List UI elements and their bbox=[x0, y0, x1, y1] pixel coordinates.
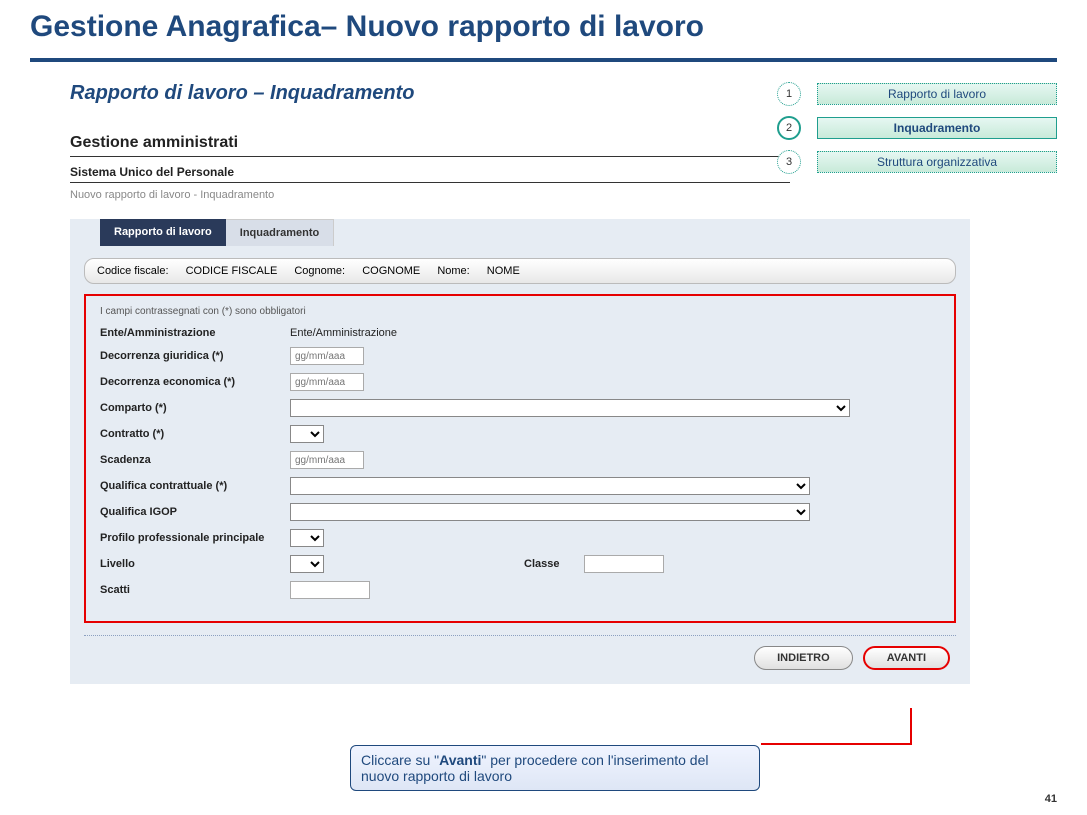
info-bar: Codice fiscale: CODICE FISCALE Cognome: … bbox=[84, 258, 956, 284]
step-2[interactable]: 2 Inquadramento bbox=[777, 116, 1057, 140]
avanti-button[interactable]: AVANTI bbox=[863, 646, 950, 670]
page-title-a: Gestione Anagrafica bbox=[30, 10, 321, 43]
classe-label: Classe bbox=[524, 558, 584, 570]
page-title-b: – Nuovo rapporto di lavoro bbox=[321, 10, 704, 43]
callout-text-a: Cliccare su " bbox=[361, 752, 439, 768]
ente-value: Ente/Amministrazione bbox=[290, 327, 397, 339]
sub-heading: Sistema Unico del Personale bbox=[70, 165, 790, 183]
cognome-label: Cognome: bbox=[294, 265, 345, 277]
scadenza-input[interactable] bbox=[290, 451, 364, 469]
page-number: 41 bbox=[1045, 793, 1057, 805]
contratto-select[interactable] bbox=[290, 425, 324, 443]
required-hint: I campi contrassegnati con (*) sono obbl… bbox=[100, 306, 940, 317]
indietro-button[interactable]: INDIETRO bbox=[754, 646, 853, 670]
title-rule bbox=[30, 58, 1057, 62]
form-box: I campi contrassegnati con (*) sono obbl… bbox=[84, 294, 956, 623]
livello-select[interactable] bbox=[290, 555, 324, 573]
step-3-label: Struttura organizzativa bbox=[817, 151, 1057, 173]
ente-label: Ente/Amministrazione bbox=[100, 327, 290, 339]
profilo-label: Profilo professionale principale bbox=[100, 532, 290, 544]
page-title: Gestione Anagrafica– Nuovo rapporto di l… bbox=[30, 10, 1057, 44]
tab-rapporto[interactable]: Rapporto di lavoro bbox=[100, 219, 226, 246]
wizard-steps: 1 Rapporto di lavoro 2 Inquadramento 3 S… bbox=[777, 82, 1057, 184]
cf-value: CODICE FISCALE bbox=[186, 265, 278, 277]
callout-connector bbox=[756, 706, 916, 756]
step-3-num: 3 bbox=[777, 150, 801, 174]
comparto-label: Comparto (*) bbox=[100, 402, 290, 414]
nome-label: Nome: bbox=[437, 265, 469, 277]
cognome-value: COGNOME bbox=[362, 265, 420, 277]
scadenza-label: Scadenza bbox=[100, 454, 290, 466]
classe-input[interactable] bbox=[584, 555, 664, 573]
nome-value: NOME bbox=[487, 265, 520, 277]
decorrenza-giuridica-input[interactable] bbox=[290, 347, 364, 365]
step-1-num: 1 bbox=[777, 82, 801, 106]
decorrenza-economica-label: Decorrenza economica (*) bbox=[100, 376, 290, 388]
livello-label: Livello bbox=[100, 558, 290, 570]
profilo-select[interactable] bbox=[290, 529, 324, 547]
scatti-label: Scatti bbox=[100, 584, 290, 596]
step-3[interactable]: 3 Struttura organizzativa bbox=[777, 150, 1057, 174]
qualifica-contrattuale-label: Qualifica contrattuale (*) bbox=[100, 480, 290, 492]
divider bbox=[84, 635, 956, 636]
step-2-label: Inquadramento bbox=[817, 117, 1057, 139]
decorrenza-economica-input[interactable] bbox=[290, 373, 364, 391]
qualifica-contrattuale-select[interactable] bbox=[290, 477, 810, 495]
step-1-label: Rapporto di lavoro bbox=[817, 83, 1057, 105]
contratto-label: Contratto (*) bbox=[100, 428, 290, 440]
tab-inquadramento[interactable]: Inquadramento bbox=[226, 219, 334, 246]
form-panel: Rapporto di lavoro Inquadramento Codice … bbox=[70, 219, 970, 684]
subtitle: Rapporto di lavoro – Inquadramento bbox=[70, 82, 757, 105]
step-1[interactable]: 1 Rapporto di lavoro bbox=[777, 82, 1057, 106]
qualifica-igop-select[interactable] bbox=[290, 503, 810, 521]
decorrenza-giuridica-label: Decorrenza giuridica (*) bbox=[100, 350, 290, 362]
breadcrumb: Nuovo rapporto di lavoro - Inquadramento bbox=[70, 189, 1057, 201]
scatti-input[interactable] bbox=[290, 581, 370, 599]
callout-bold: Avanti bbox=[439, 752, 481, 768]
cf-label: Codice fiscale: bbox=[97, 265, 169, 277]
section-heading: Gestione amministrati bbox=[70, 134, 790, 157]
qualifica-igop-label: Qualifica IGOP bbox=[100, 506, 290, 518]
comparto-select[interactable] bbox=[290, 399, 850, 417]
callout: Cliccare su "Avanti" per procedere con l… bbox=[350, 745, 760, 791]
step-2-num: 2 bbox=[777, 116, 801, 140]
